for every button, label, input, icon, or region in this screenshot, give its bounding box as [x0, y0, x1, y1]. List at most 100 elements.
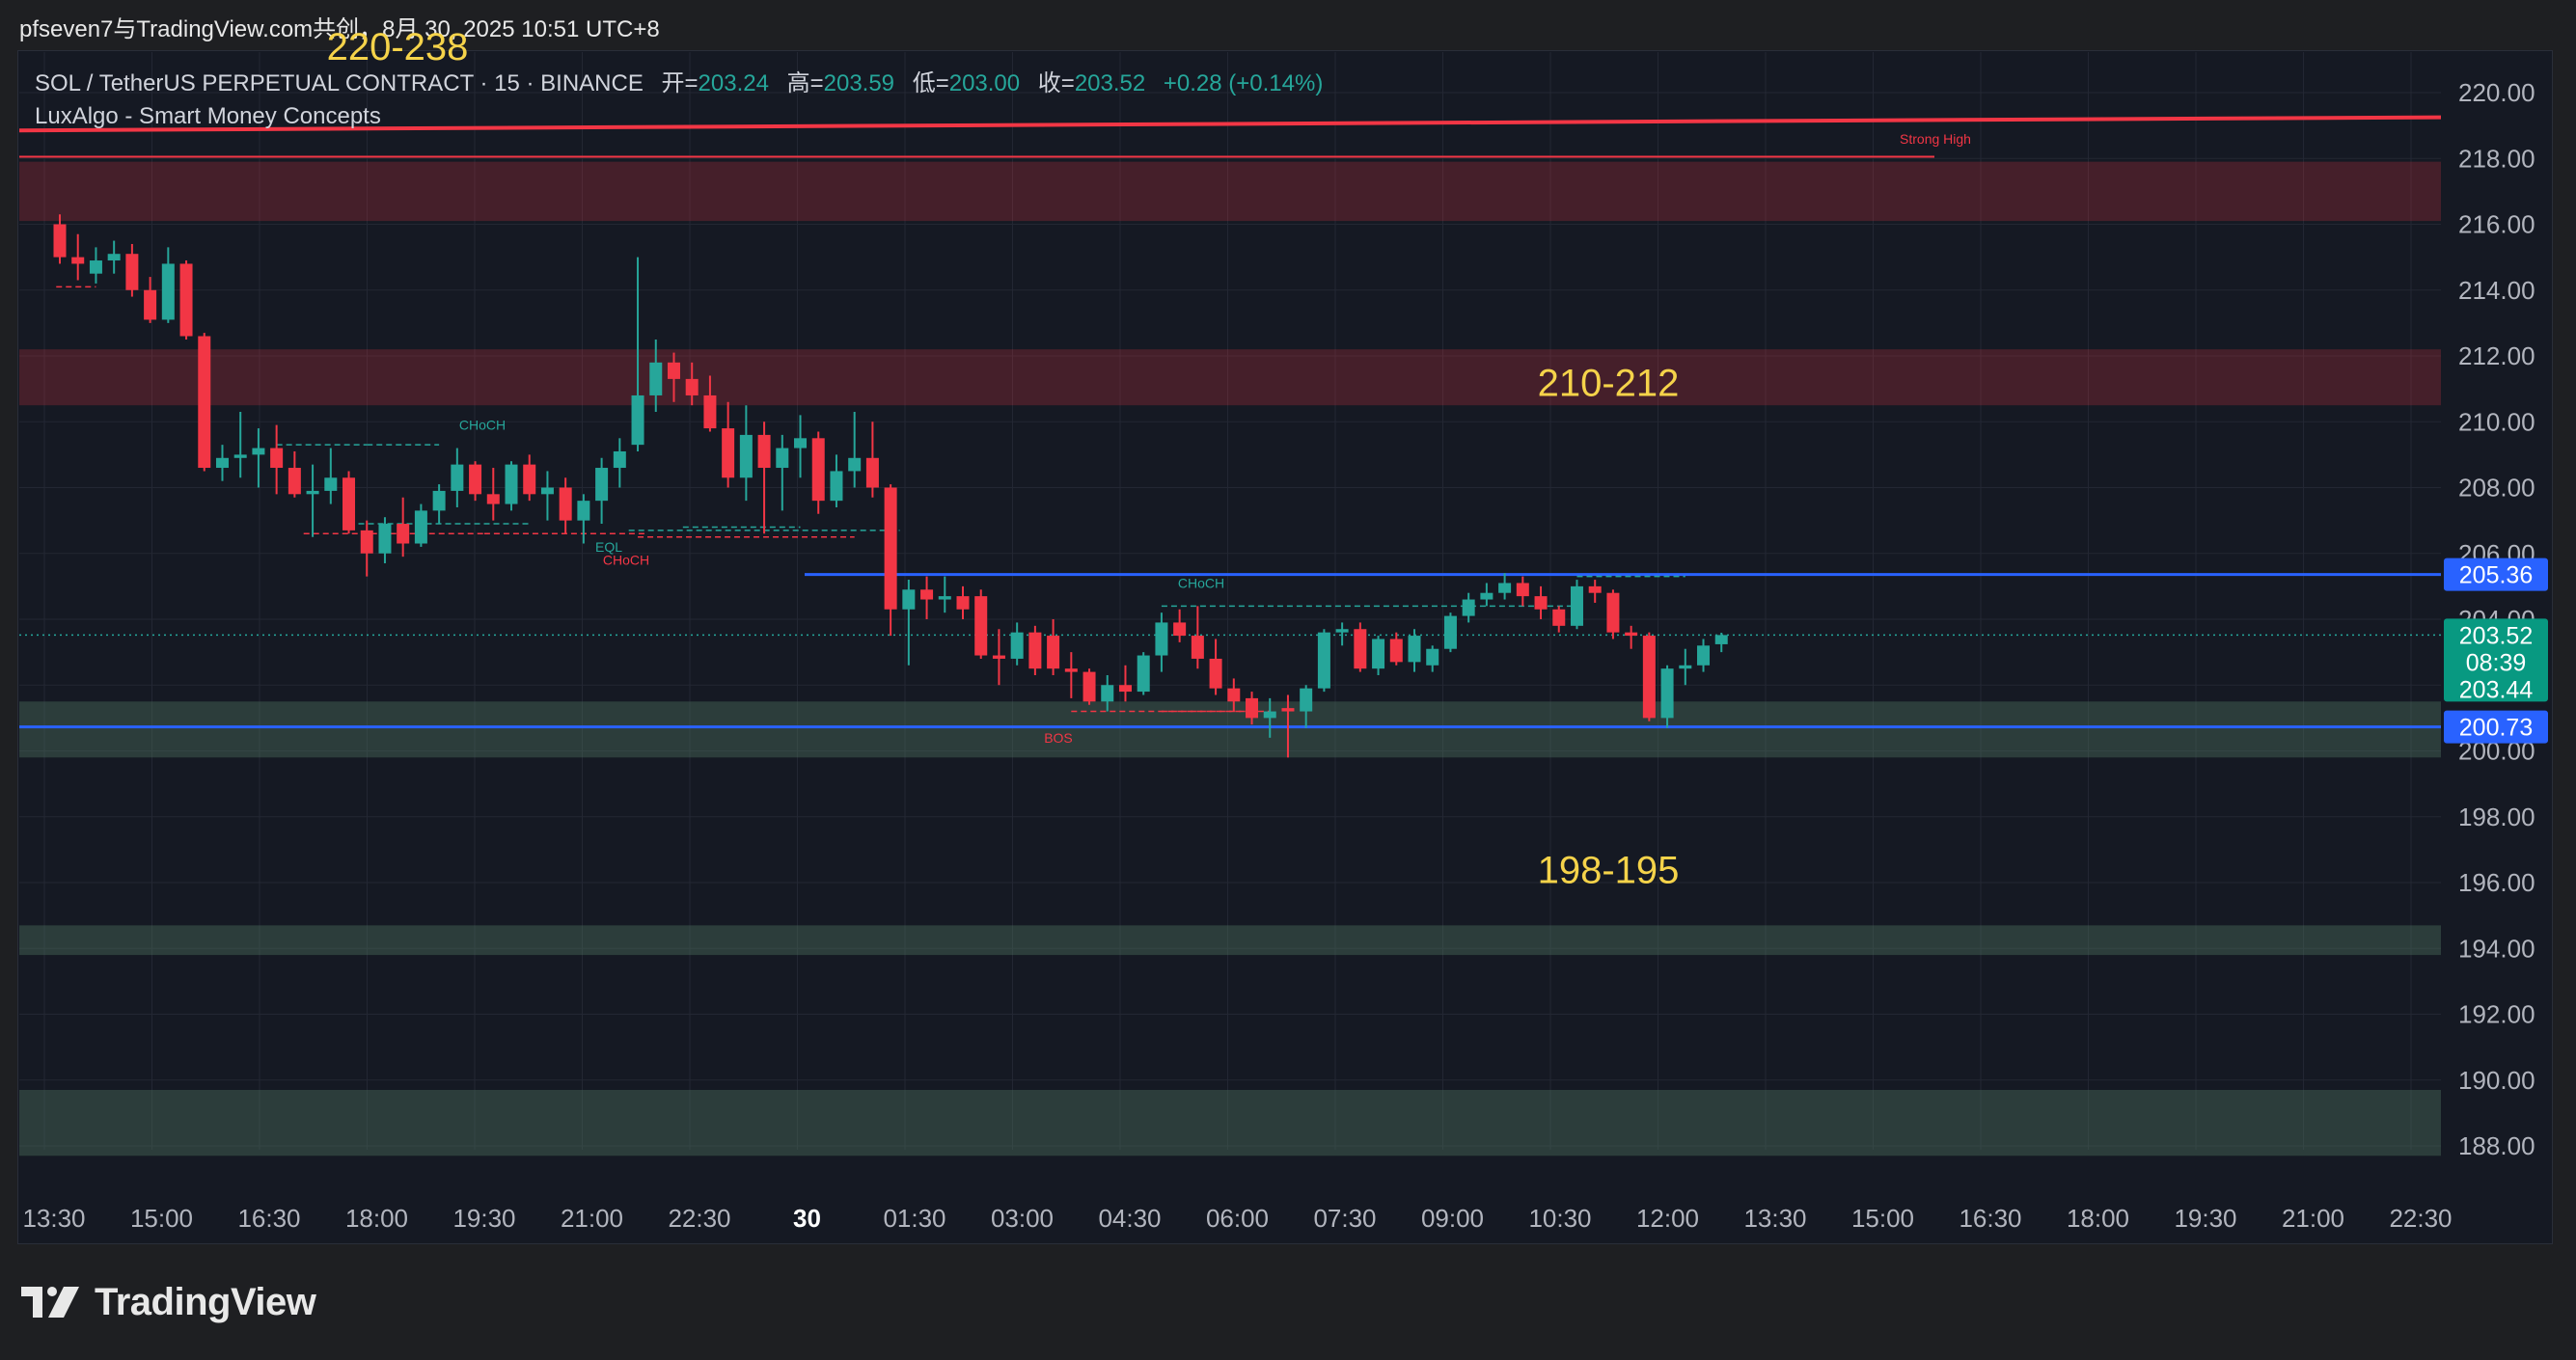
- candle: [198, 333, 211, 472]
- candle-body: [53, 224, 67, 258]
- candle: [1679, 648, 1692, 686]
- legend-ohlc-row[interactable]: SOL / TetherUS PERPETUAL CONTRACT · 15 ·…: [35, 68, 1323, 100]
- candle-body: [722, 428, 735, 478]
- high-value: 203.59: [823, 70, 895, 96]
- chart-frame[interactable]: [17, 50, 2553, 1244]
- price-tick-label: 196.00: [2458, 868, 2535, 897]
- symbol-name[interactable]: SOL / TetherUS PERPETUAL CONTRACT · 15 ·…: [35, 70, 644, 96]
- candle-body: [559, 487, 572, 521]
- candle-body: [631, 394, 644, 446]
- candle: [1443, 612, 1457, 653]
- time-tick-label: 15:00: [1851, 1204, 1914, 1233]
- candle: [974, 589, 988, 659]
- candle-body: [1498, 583, 1512, 593]
- candle-body: [252, 448, 265, 455]
- candle-body: [865, 457, 879, 488]
- candle-body: [1335, 629, 1349, 633]
- candle: [540, 471, 554, 521]
- candle-body: [1443, 615, 1457, 649]
- candle-body: [739, 434, 753, 478]
- candle-body: [432, 490, 446, 511]
- candle-body: [270, 448, 284, 469]
- indicator-name[interactable]: LuxAlgo - Smart Money Concepts: [35, 103, 381, 129]
- candle: [1462, 592, 1475, 623]
- candle: [1498, 573, 1512, 600]
- time-tick-label: 22:30: [668, 1204, 730, 1233]
- candle: [613, 438, 626, 488]
- candle-body: [360, 530, 373, 554]
- time-tick-label: 07:30: [1313, 1204, 1376, 1233]
- time-tick-label: 09:00: [1421, 1204, 1484, 1233]
- zone-annotation: 198-195: [1538, 849, 1680, 891]
- candle-body: [179, 263, 193, 337]
- candle: [1588, 580, 1602, 603]
- candle-body: [1209, 658, 1222, 689]
- candle-body: [667, 362, 680, 379]
- current-price-tag: 203.52: [2459, 622, 2533, 649]
- supply-zone: [19, 161, 2441, 222]
- candle: [1028, 625, 1042, 676]
- zone-annotation: 210-212: [1538, 362, 1680, 404]
- footer: TradingView: [21, 1273, 316, 1331]
- price-tick-label: 190.00: [2458, 1066, 2535, 1095]
- candle: [1155, 612, 1168, 672]
- structure-label: BOS: [1044, 730, 1073, 746]
- candle: [577, 494, 590, 544]
- candle-body: [144, 289, 157, 320]
- candle-body: [703, 394, 717, 429]
- candle: [811, 431, 825, 514]
- candle: [703, 375, 717, 432]
- price-tick-label: 194.00: [2458, 934, 2535, 963]
- structure-label: CHoCH: [1178, 575, 1224, 590]
- candle-body: [71, 257, 85, 264]
- candle: [1137, 652, 1150, 695]
- candle-body: [830, 471, 843, 502]
- candle: [1697, 639, 1711, 672]
- candle: [667, 352, 680, 402]
- demand-zone: [19, 925, 2441, 956]
- candle: [270, 424, 284, 495]
- price-tag-200: 200.73: [2459, 715, 2533, 742]
- candle-body: [161, 263, 175, 320]
- time-tick-label: 10:30: [1528, 1204, 1591, 1233]
- price-tag-205-bg: [2444, 558, 2548, 591]
- candle: [432, 484, 446, 525]
- candle: [757, 422, 771, 534]
- candle-body: [306, 490, 319, 495]
- time-tick-label: 15:00: [130, 1204, 193, 1233]
- candle: [161, 247, 175, 323]
- candles-layer: [53, 214, 1728, 758]
- candle: [739, 405, 753, 502]
- candle-body: [1155, 622, 1168, 656]
- tradingview-logo-icon[interactable]: [21, 1285, 81, 1319]
- candle: [649, 339, 663, 413]
- candle: [1263, 697, 1276, 738]
- candle-body: [1317, 632, 1330, 689]
- price-tick-label: 212.00: [2458, 341, 2535, 370]
- structure-label: EQL: [595, 539, 622, 555]
- strong-high-trendline: [18, 115, 2442, 133]
- time-tick-label: 22:30: [2389, 1204, 2452, 1233]
- candle: [1064, 652, 1078, 698]
- footer-brand-text[interactable]: TradingView: [95, 1280, 316, 1323]
- lines-layer: [18, 115, 2442, 729]
- time-tick-label: 30: [793, 1204, 821, 1233]
- candle-body: [1010, 632, 1024, 659]
- candle-body: [1137, 655, 1150, 693]
- candle: [595, 457, 609, 525]
- candle-body: [198, 336, 211, 469]
- time-tick-label: 16:30: [1959, 1204, 2021, 1233]
- indicator-row[interactable]: LuxAlgo - Smart Money Concepts: [35, 100, 1323, 133]
- price-tag-205: 205.36: [2459, 562, 2533, 589]
- candle-body: [649, 362, 663, 395]
- price-axis: 220.00 218.00 216.00 214.00 212.00 210.00 208.…: [2444, 78, 2548, 1160]
- candle-body: [1714, 635, 1728, 644]
- candle-body: [397, 524, 410, 544]
- candle: [1209, 639, 1222, 695]
- candle: [71, 233, 85, 281]
- candle-body: [540, 487, 554, 495]
- candle-body: [1642, 636, 1656, 719]
- candle-body: [848, 457, 862, 472]
- candle: [1642, 632, 1656, 721]
